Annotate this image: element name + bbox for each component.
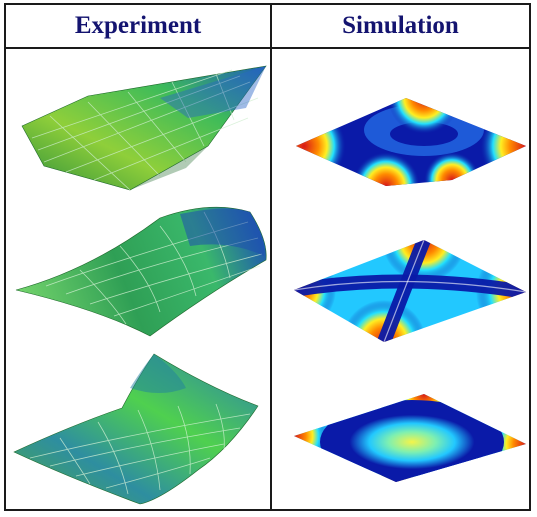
column-divider	[270, 3, 272, 511]
experimental-surface-mode-1	[10, 58, 268, 198]
simulated-surface-mode-1	[274, 58, 530, 198]
comparison-table	[4, 3, 531, 511]
simulated-surface-mode-2	[274, 200, 530, 342]
experimental-surface-mode-2	[10, 200, 268, 342]
header-experiment: Experiment	[74, 12, 202, 39]
simulated-surface-mode-3	[274, 354, 530, 494]
experimental-surface-mode-3	[10, 348, 268, 506]
header-simulation: Simulation	[342, 12, 459, 39]
header-divider	[4, 47, 531, 49]
